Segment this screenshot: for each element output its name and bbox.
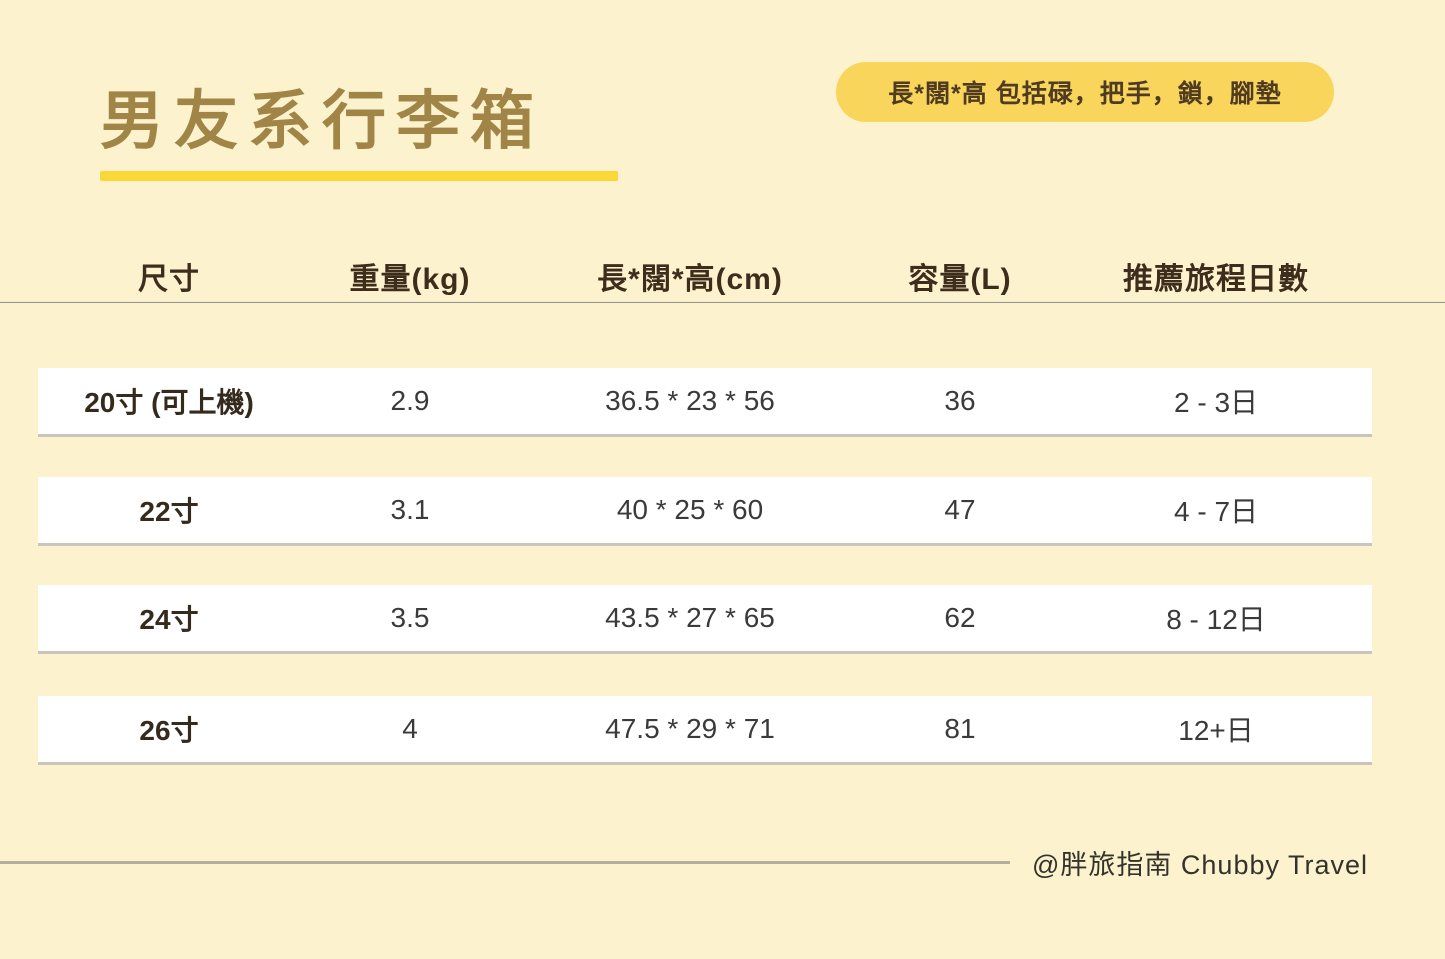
cell-capacity: 36 [944, 385, 976, 416]
cell-days: 4 - 7日 [1173, 496, 1259, 527]
cell-weight: 3.1 [390, 494, 430, 525]
header-divider [0, 301, 1445, 303]
cell-size: 20寸 (可上機) [84, 387, 254, 418]
cell-days: 8 - 12日 [1166, 604, 1266, 635]
cell-days: 2 - 3日 [1173, 387, 1259, 418]
header-dimensions: 長*闊*高(cm) [597, 263, 783, 296]
table-row: 24寸 3.5 43.5 * 27 * 65 62 8 - 12日 [38, 585, 1372, 654]
cell-size: 26寸 [139, 715, 199, 746]
header-size: 尺寸 [138, 263, 200, 296]
footer-credit: @胖旅指南 Chubby Travel [1032, 850, 1368, 880]
page-title: 男友系行李箱 [100, 85, 544, 157]
cell-weight: 4 [402, 713, 418, 744]
cell-days: 12+日 [1178, 715, 1254, 746]
dimensions-note-badge: 長*闊*高 包括碌，把手，鎖，腳墊 [836, 62, 1334, 122]
table-row: 20寸 (可上機) 2.9 36.5 * 23 * 56 36 2 - 3日 [38, 368, 1372, 437]
cell-dimensions: 40 * 25 * 60 [616, 494, 764, 525]
dimensions-note-text: 長*闊*高 包括碌，把手，鎖，腳墊 [888, 80, 1282, 108]
header-days: 推薦旅程日數 [1123, 263, 1309, 296]
cell-size: 22寸 [139, 496, 199, 527]
table-header-row: 尺寸 重量(kg) 長*闊*高(cm) 容量(L) 推薦旅程日數 [38, 250, 1372, 302]
header-capacity: 容量(L) [908, 263, 1012, 296]
cell-size: 24寸 [139, 604, 199, 635]
table-row: 22寸 3.1 40 * 25 * 60 47 4 - 7日 [38, 477, 1372, 546]
cell-weight: 3.5 [390, 602, 430, 633]
footer-divider [0, 861, 1010, 864]
cell-dimensions: 43.5 * 27 * 65 [605, 602, 775, 633]
cell-capacity: 62 [944, 602, 976, 633]
cell-dimensions: 36.5 * 23 * 56 [605, 385, 775, 416]
header-weight: 重量(kg) [349, 263, 471, 296]
cell-capacity: 81 [944, 713, 976, 744]
table-row: 26寸 4 47.5 * 29 * 71 81 12+日 [38, 696, 1372, 765]
cell-capacity: 47 [944, 494, 976, 525]
cell-dimensions: 47.5 * 29 * 71 [605, 713, 775, 744]
cell-weight: 2.9 [390, 385, 430, 416]
title-underline [100, 171, 618, 181]
